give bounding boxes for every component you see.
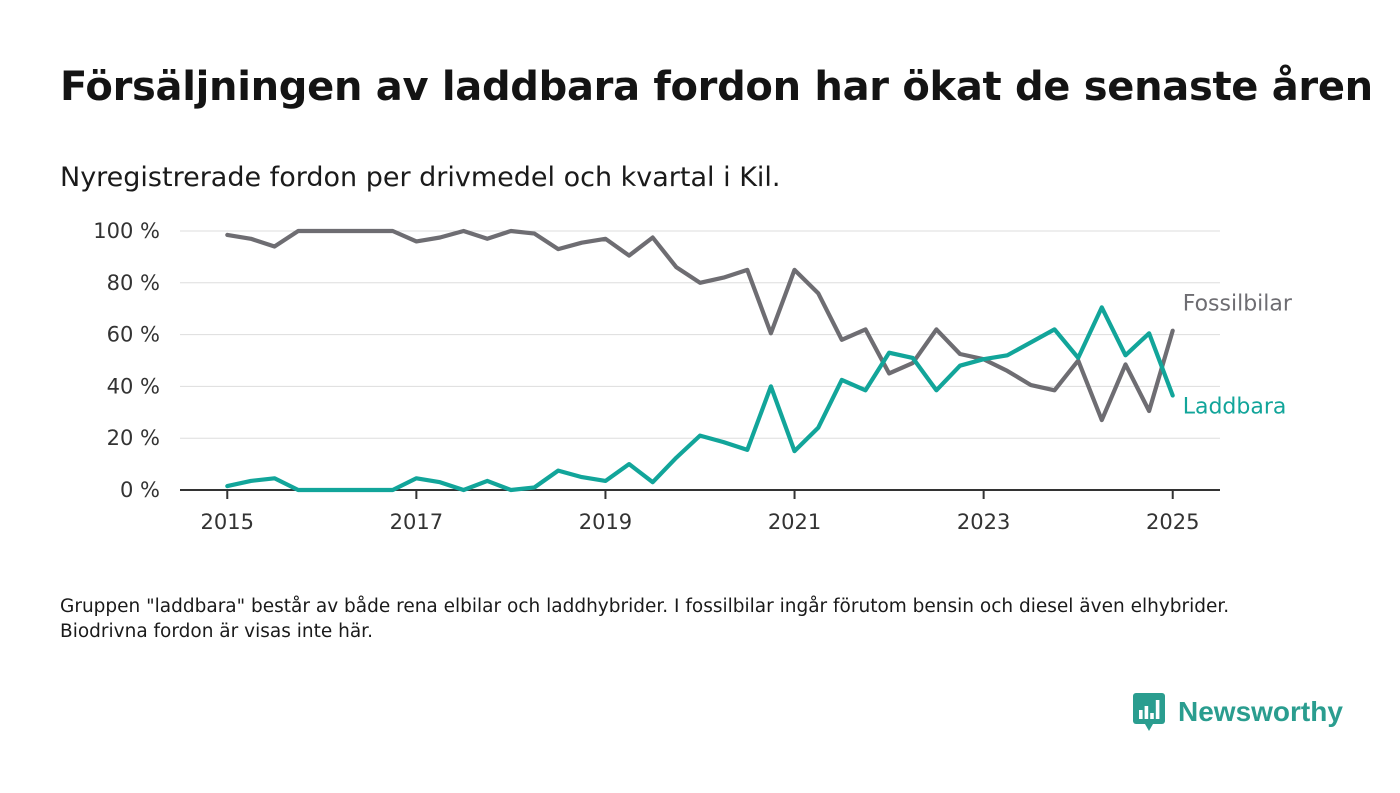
- series-labels: Fossilbilar Laddbara: [1183, 292, 1293, 420]
- series-line-fossilbilar: [225, 228, 1175, 423]
- series-lines: [225, 228, 1175, 493]
- gridlines: [180, 230, 1220, 439]
- x-tick-label: 2017: [390, 510, 443, 534]
- y-tick-label: 80 %: [107, 271, 160, 295]
- series-line-laddbara: [225, 305, 1175, 493]
- footnote: Gruppen "laddbara" består av både rena e…: [60, 596, 1230, 642]
- brand-name: Newsworthy: [1178, 696, 1343, 727]
- bar-chart-bubble-icon: [1133, 693, 1165, 731]
- x-tick-label: 2023: [957, 510, 1010, 534]
- y-axis-ticks: 0 % 20 % 40 % 60 % 80 % 100 %: [93, 219, 160, 502]
- y-tick-label: 20 %: [107, 426, 160, 450]
- y-tick-label: 0 %: [120, 478, 160, 502]
- y-tick-label: 100 %: [93, 219, 160, 243]
- newsworthy-logo: Newsworthy: [1132, 690, 1343, 734]
- chart-title: Försäljningen av laddbara fordon har öka…: [60, 64, 1373, 110]
- x-tick-label: 2019: [579, 510, 632, 534]
- x-tick-label: 2025: [1146, 510, 1199, 534]
- x-tick-label: 2015: [201, 510, 254, 534]
- y-tick-label: 60 %: [107, 323, 160, 347]
- y-tick-label: 40 %: [107, 374, 160, 398]
- series-label-fossilbilar: Fossilbilar: [1183, 292, 1293, 317]
- x-tick-label: 2021: [768, 510, 821, 534]
- x-axis: 2015 2017 2019 2021 2023 2025: [180, 489, 1220, 534]
- chart-subtitle: Nyregistrerade fordon per drivmedel och …: [60, 162, 781, 193]
- series-label-laddbara: Laddbara: [1183, 394, 1287, 419]
- line-chart: 0 % 20 % 40 % 60 % 80 % 100 % 2015 2017 2019 202…: [93, 219, 1293, 534]
